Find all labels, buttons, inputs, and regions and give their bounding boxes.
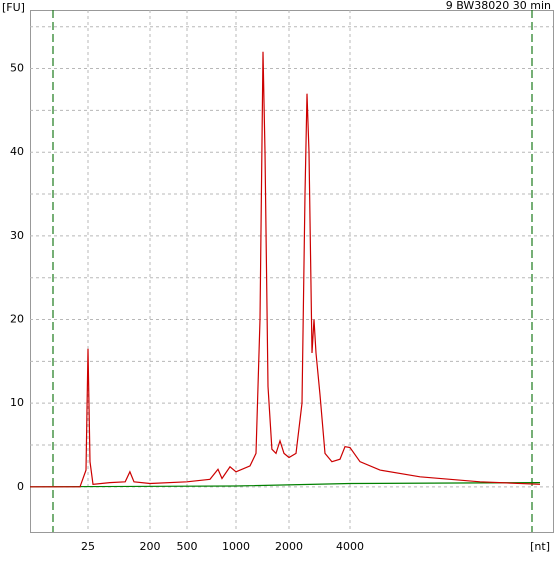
y-tick-label: 0 (17, 480, 24, 493)
y-axis-label: [FU] (2, 1, 25, 14)
y-tick-label: 40 (10, 145, 24, 158)
plot-area (30, 10, 554, 533)
x-tick-label: 200 (140, 540, 161, 553)
x-tick-label: 1000 (222, 540, 250, 553)
trace (30, 51, 541, 488)
y-tick-label: 10 (10, 396, 24, 409)
trace (29, 482, 541, 488)
chart-title: 9 BW38020 30 min (446, 0, 551, 12)
x-tick-label: 2000 (275, 540, 303, 553)
x-tick-label: 25 (81, 540, 95, 553)
y-tick-label: 50 (10, 62, 24, 75)
x-tick-label: 4000 (336, 540, 364, 553)
y-tick-label: 20 (10, 313, 24, 326)
x-tick-label: 500 (177, 540, 198, 553)
x-axis-label: [nt] (530, 540, 550, 553)
y-tick-label: 30 (10, 229, 24, 242)
